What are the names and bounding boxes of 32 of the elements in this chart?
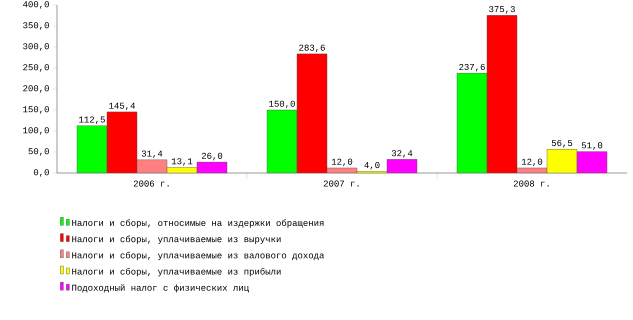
y-tick-label: 150,0 (23, 106, 49, 114)
data-label: 112,5 (79, 116, 105, 124)
x-tick-label: 2007 г. (324, 180, 359, 187)
y-tick-label: 200,0 (23, 85, 49, 93)
data-label: 13,1 (172, 158, 192, 166)
x-tick-label: 2006 г. (134, 180, 169, 187)
data-label: 283,6 (299, 44, 325, 52)
data-label: 4,0 (364, 162, 380, 170)
data-label: 51,0 (582, 142, 602, 150)
legend-label: Налоги и сборы, уплачиваемые из выручки (72, 236, 281, 244)
y-tick-label: 50,0 (28, 148, 49, 156)
data-label: 56,5 (552, 140, 572, 148)
data-label: 237,6 (459, 64, 485, 72)
y-tick-label: 0,0 (34, 169, 49, 177)
y-tick-label: 300,0 (23, 43, 49, 51)
legend-label: Налоги и сборы, относимые на издержки обращения (72, 219, 324, 228)
legend-label: Налоги и сборы, уплачиваемые из прибыли (72, 268, 281, 276)
data-label: 12,0 (522, 158, 542, 166)
data-label: 375,3 (489, 6, 515, 14)
data-label: 31,4 (142, 150, 162, 158)
legend-label: Налоги и сборы, уплачиваемые из валового дохода (72, 252, 324, 260)
data-label: 145,4 (109, 102, 135, 110)
x-tick-label: 2008 г. (514, 180, 549, 187)
data-label: 12,0 (332, 158, 352, 166)
legend-label: Подоходный налог с физических лиц (72, 284, 249, 293)
data-label: 150,0 (269, 100, 295, 108)
y-tick-label: 250,0 (23, 64, 49, 72)
y-tick-label: 350,0 (23, 22, 49, 30)
y-tick-label: 100,0 (23, 127, 49, 135)
data-label: 32,4 (392, 150, 412, 158)
data-label: 26,0 (202, 152, 222, 160)
y-tick-label: 400,0 (23, 1, 49, 9)
